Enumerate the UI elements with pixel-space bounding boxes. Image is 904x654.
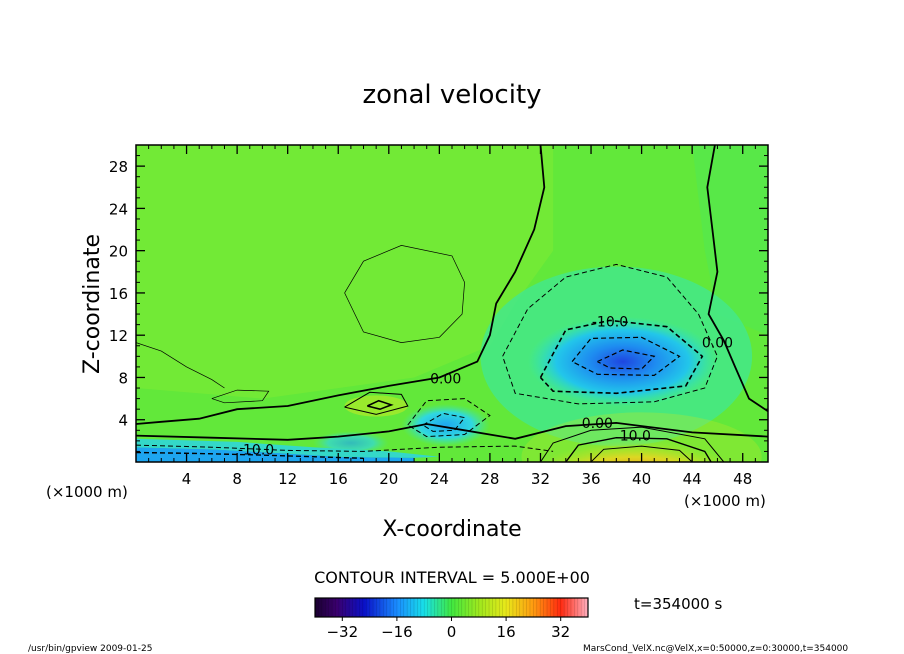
zero-contour-left (136, 145, 546, 425)
contour-lines (136, 145, 768, 462)
plus5-contour (540, 426, 725, 462)
positive-blob-contour (344, 391, 409, 415)
x-tick-label: 44 (683, 470, 702, 488)
zero-contour-lower (136, 421, 768, 441)
minus5-blob-contour (407, 398, 491, 438)
colorbar-tick-label: 0 (447, 623, 457, 641)
y-tick-label: 4 (118, 412, 128, 430)
contour-label: 10.0 (620, 429, 651, 445)
x-tick-label: 24 (430, 470, 449, 488)
x-tick-label: 16 (329, 470, 348, 488)
surface-minus5-contour (136, 444, 554, 452)
colorbar-tick-label: 32 (551, 623, 570, 641)
contour-label: -10.0 (592, 315, 628, 331)
x-tick-label: 28 (480, 470, 499, 488)
field-region-light (136, 145, 554, 399)
x-tick-label: 4 (182, 470, 192, 488)
x-tick-label: 48 (733, 470, 752, 488)
contour-label: 0.00 (702, 336, 733, 352)
thin-blob-contour (344, 245, 465, 343)
time-label: t=354000 s (634, 595, 722, 613)
x-axis-unit: (×1000 m) (684, 492, 766, 510)
colorbar-gradient (315, 598, 588, 617)
surface-minus10-contour (136, 451, 364, 459)
colorbar-tick-label: −32 (326, 623, 358, 641)
y-tick-label: 16 (109, 285, 128, 303)
y-axis-ticks: 4 8 12 16 20 24 28 (109, 155, 768, 452)
x-tick-label: 12 (278, 470, 297, 488)
positive-blob (344, 395, 408, 417)
surface-transition-layer (136, 438, 440, 458)
x-axis-ticks: 4 8 12 16 20 24 28 32 36 40 44 48 (148, 145, 756, 488)
minus20-contour (597, 349, 656, 370)
x-tick-label: 20 (379, 470, 398, 488)
y-axis-label: Z-coordinate (80, 234, 105, 374)
y-tick-label: 24 (109, 200, 128, 218)
footer-left: /usr/bin/gpview 2009-01-25 (28, 644, 152, 654)
x-tick-label: 32 (531, 470, 550, 488)
y-axis-unit: (×1000 m) (46, 483, 128, 501)
minus10-blob-contour (422, 412, 466, 432)
zero-contour-right (706, 145, 768, 413)
negative-jet-core (527, 316, 718, 407)
positive-blob-inner-contour (366, 399, 394, 411)
contour-label: -10.0 (238, 442, 274, 458)
contour-labels: -10.0 0.00 0.00 0.00 10.0 -10.0 (238, 315, 733, 459)
y-tick-label: 8 (118, 369, 128, 387)
y-tick-label: 12 (109, 327, 128, 345)
y-tick-label: 28 (109, 158, 128, 176)
minus15-contour (571, 336, 681, 377)
x-axis-label: X-coordinate (382, 517, 521, 542)
contour-field: -10.0 0.00 0.00 0.00 10.0 -10.0 (136, 145, 768, 462)
cyan-blob (401, 403, 490, 447)
colorbar-tick-label: −16 (381, 623, 413, 641)
colorbar-tick-label: 16 (497, 623, 516, 641)
chart-title: zonal velocity (362, 80, 541, 110)
contour-label: 0.00 (582, 416, 613, 432)
x-tick-label: 36 (581, 470, 600, 488)
footer-right: MarsCond_VelX.nc@VelX,x=0:50000,z=0:3000… (583, 644, 848, 654)
x-tick-label: 8 (232, 470, 242, 488)
minus10-contour (539, 319, 704, 395)
y-tick-label: 20 (109, 243, 128, 261)
thin-left-contour (211, 389, 270, 404)
colorbar: −32 −16 0 16 32 (314, 597, 589, 641)
contour-interval-text: CONTOUR INTERVAL = 5.000E+00 (314, 568, 590, 587)
thin-edge-contour (136, 342, 225, 389)
plus10-contour (565, 436, 712, 462)
plus15-contour (590, 445, 693, 462)
x-tick-label: 40 (632, 470, 651, 488)
contour-label: 0.00 (430, 372, 461, 388)
minus5-contour (502, 263, 718, 405)
